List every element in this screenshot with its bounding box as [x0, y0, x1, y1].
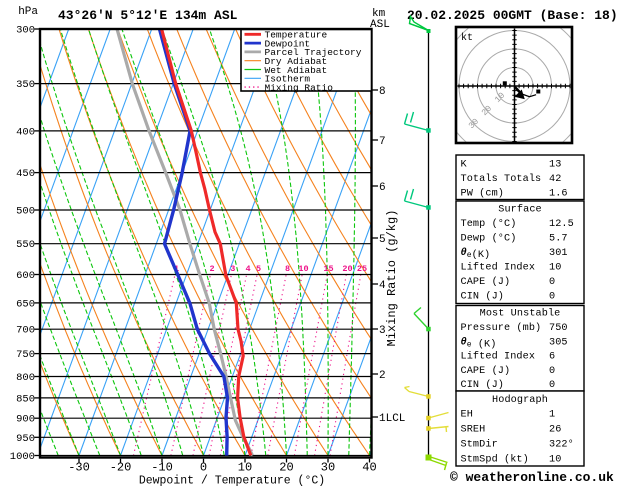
svg-text:4: 4: [379, 280, 386, 292]
svg-text:Lifted Index: Lifted Index: [461, 351, 536, 363]
svg-text:-10: -10: [151, 460, 173, 474]
svg-text:StmDir: StmDir: [461, 439, 498, 451]
svg-text:305: 305: [549, 337, 568, 348]
svg-text:1.6: 1.6: [549, 189, 568, 200]
svg-text:SREH: SREH: [461, 425, 486, 436]
svg-text:Mixing Ratio: Mixing Ratio: [265, 82, 334, 93]
svg-text:0: 0: [549, 366, 555, 377]
svg-text:θe (K): θe (K): [461, 336, 497, 350]
svg-text:0: 0: [549, 277, 555, 288]
svg-text:10: 10: [298, 264, 308, 274]
svg-text:20.02.2025 00GMT (Base: 18): 20.02.2025 00GMT (Base: 18): [407, 8, 618, 23]
svg-text:Parcel Trajectory: Parcel Trajectory: [265, 47, 362, 58]
svg-text:ASL: ASL: [370, 19, 390, 31]
svg-text:Dewpoint: Dewpoint: [265, 38, 311, 49]
svg-text:400: 400: [16, 126, 35, 138]
svg-text:6: 6: [379, 182, 386, 194]
svg-text:hPa: hPa: [18, 6, 38, 18]
svg-text:StmSpd (kt): StmSpd (kt): [461, 454, 529, 466]
svg-text:650: 650: [16, 298, 35, 310]
svg-text:CAPE (J): CAPE (J): [461, 276, 511, 288]
svg-text:1000: 1000: [10, 451, 35, 463]
svg-text:4: 4: [245, 264, 250, 274]
svg-text:EH: EH: [461, 410, 473, 421]
svg-text:Dewp (°C): Dewp (°C): [461, 232, 517, 244]
svg-text:1: 1: [549, 410, 555, 421]
svg-text:1LCL: 1LCL: [379, 413, 405, 425]
svg-text:Pressure (mb): Pressure (mb): [461, 322, 542, 334]
svg-text:0: 0: [549, 292, 555, 303]
svg-text:-20: -20: [110, 460, 132, 474]
svg-text:CAPE (J): CAPE (J): [461, 365, 511, 377]
svg-text:30: 30: [321, 460, 335, 474]
svg-text:2: 2: [209, 264, 214, 274]
svg-text:800: 800: [16, 372, 35, 384]
svg-text:3: 3: [230, 264, 235, 274]
svg-text:PW (cm): PW (cm): [461, 188, 505, 200]
svg-text:0: 0: [549, 380, 555, 391]
svg-text:Hodograph: Hodograph: [492, 394, 548, 406]
svg-text:Lifted Index: Lifted Index: [461, 262, 536, 274]
svg-text:40: 40: [362, 460, 376, 474]
svg-text:Surface: Surface: [498, 203, 542, 215]
svg-text:750: 750: [549, 323, 568, 334]
svg-text:850: 850: [16, 393, 35, 405]
svg-text:500: 500: [16, 206, 35, 218]
svg-text:© weatheronline.co.uk: © weatheronline.co.uk: [450, 470, 614, 485]
svg-text:12.5: 12.5: [549, 219, 574, 230]
svg-text:350: 350: [16, 79, 35, 91]
svg-text:301: 301: [549, 248, 568, 259]
svg-text:10: 10: [238, 460, 252, 474]
svg-text:km: km: [372, 8, 386, 20]
svg-text:7: 7: [379, 136, 386, 148]
svg-text:550: 550: [16, 239, 35, 251]
svg-text:700: 700: [16, 325, 35, 337]
svg-text:CIN (J): CIN (J): [461, 379, 505, 391]
svg-text:2: 2: [379, 370, 386, 382]
svg-text:950: 950: [16, 433, 35, 445]
svg-text:750: 750: [16, 349, 35, 361]
svg-text:25: 25: [357, 264, 367, 274]
svg-text:Dewpoint / Temperature (°C): Dewpoint / Temperature (°C): [139, 475, 325, 486]
svg-text:K: K: [461, 160, 468, 171]
svg-text:kt: kt: [461, 32, 473, 44]
svg-text:43°26'N 5°12'E 134m ASL: 43°26'N 5°12'E 134m ASL: [58, 8, 238, 23]
svg-text:Dry Adiabat: Dry Adiabat: [265, 56, 328, 67]
svg-text:8: 8: [285, 264, 290, 274]
svg-text:5.7: 5.7: [549, 233, 568, 244]
svg-text:900: 900: [16, 414, 35, 426]
svg-text:300: 300: [16, 25, 35, 37]
svg-text:5: 5: [256, 264, 261, 274]
svg-text:15: 15: [323, 264, 333, 274]
svg-text:450: 450: [16, 168, 35, 180]
svg-text:20: 20: [279, 460, 293, 474]
svg-text:6: 6: [549, 352, 555, 363]
svg-text:600: 600: [16, 270, 35, 282]
svg-text:8: 8: [379, 86, 386, 98]
svg-text:322°: 322°: [549, 439, 574, 451]
svg-text:10: 10: [549, 455, 561, 466]
svg-text:5: 5: [379, 234, 386, 246]
svg-text:Isotherm: Isotherm: [265, 74, 311, 85]
svg-text:-30: -30: [68, 460, 90, 474]
svg-text:Temperature: Temperature: [265, 30, 328, 41]
svg-text:Totals Totals: Totals Totals: [461, 173, 542, 185]
svg-text:10: 10: [549, 263, 561, 274]
svg-text:0: 0: [200, 460, 207, 474]
svg-text:Temp (°C): Temp (°C): [461, 218, 517, 230]
svg-text:20: 20: [342, 264, 352, 274]
svg-text:42: 42: [549, 174, 561, 185]
svg-text:Most Unstable: Most Unstable: [480, 308, 561, 320]
svg-text:Wet Adiabat: Wet Adiabat: [265, 65, 328, 76]
svg-text:3: 3: [379, 325, 386, 337]
svg-text:CIN (J): CIN (J): [461, 291, 505, 303]
svg-text:26: 26: [549, 425, 561, 436]
svg-text:13: 13: [549, 160, 561, 171]
svg-text:Mixing Ratio (g/kg): Mixing Ratio (g/kg): [385, 210, 399, 347]
svg-text:θe(K): θe(K): [461, 247, 491, 261]
